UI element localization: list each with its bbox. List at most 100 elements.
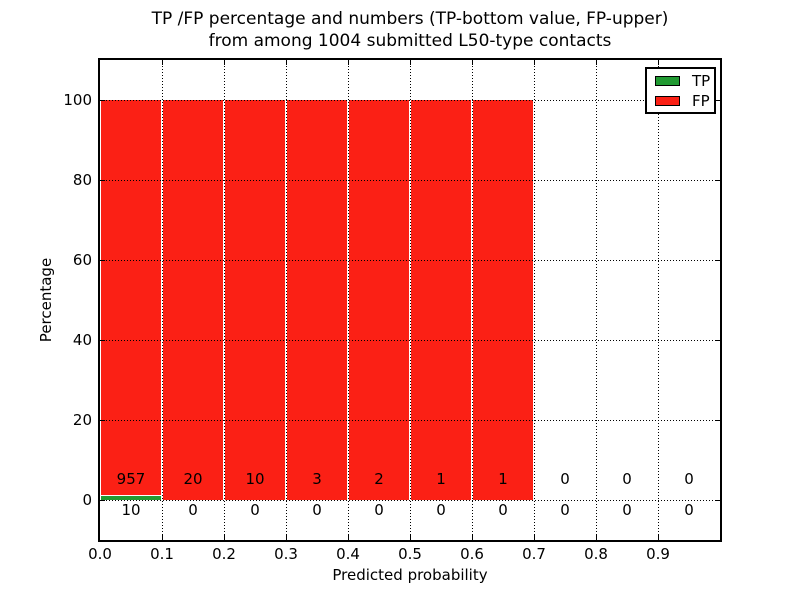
fp-count-label: 10 <box>245 470 265 488</box>
x-tick-label: 0.5 <box>398 545 422 563</box>
fp-bar-segment <box>411 100 471 500</box>
gridline-vertical <box>471 60 473 540</box>
y-tick-mark <box>100 339 105 341</box>
gridline-horizontal <box>100 339 720 341</box>
fp-legend-label: FP <box>692 92 710 110</box>
fp-count-label: 0 <box>684 470 694 488</box>
x-tick-mark <box>409 535 411 540</box>
x-tick-mark <box>347 535 349 540</box>
chart-title: TP /FP percentage and numbers (TP-bottom… <box>100 8 720 52</box>
gridline-vertical <box>595 60 597 540</box>
y-tick-mark <box>100 99 105 101</box>
x-tick-mark <box>285 535 287 540</box>
x-tick-mark <box>595 535 597 540</box>
fp-bar-segment <box>473 100 533 500</box>
x-tick-label: 0.0 <box>88 545 112 563</box>
x-tick-label: 0.3 <box>274 545 298 563</box>
tp-count-label: 0 <box>498 501 508 519</box>
fp-bar-segment <box>349 100 409 500</box>
tp-count-label: 0 <box>560 501 570 519</box>
fp-count-label: 0 <box>560 470 570 488</box>
y-tick-mark <box>100 259 105 261</box>
gridline-vertical <box>533 60 535 540</box>
x-tick-label: 0.8 <box>584 545 608 563</box>
y-tick-label: 100 <box>63 91 92 109</box>
gridline-vertical <box>161 60 163 540</box>
x-tick-label: 0.2 <box>212 545 236 563</box>
fp-count-label: 957 <box>116 470 146 488</box>
x-tick-mark <box>471 535 473 540</box>
x-tick-mark <box>223 60 225 65</box>
tp-count-label: 0 <box>436 501 446 519</box>
fp-count-label: 0 <box>622 470 632 488</box>
gridline-vertical <box>409 60 411 540</box>
x-tick-label: 0.9 <box>646 545 670 563</box>
tp-count-label: 0 <box>374 501 384 519</box>
y-tick-mark <box>715 179 720 181</box>
gridline-vertical <box>285 60 287 540</box>
y-tick-mark <box>715 419 720 421</box>
fp-bar-segment <box>163 100 223 500</box>
x-tick-label: 0.1 <box>150 545 174 563</box>
x-tick-mark <box>285 60 287 65</box>
y-tick-mark <box>100 419 105 421</box>
x-tick-mark <box>657 60 659 65</box>
y-tick-label: 60 <box>72 251 92 269</box>
y-tick-mark <box>715 499 720 501</box>
y-tick-label: 80 <box>72 171 92 189</box>
x-tick-label: 0.7 <box>522 545 546 563</box>
y-tick-label: 20 <box>72 411 92 429</box>
x-tick-mark <box>533 60 535 65</box>
fp-legend-swatch <box>655 96 680 106</box>
fp-count-label: 1 <box>498 470 508 488</box>
y-tick-label: 0 <box>82 491 92 509</box>
tp-count-label: 10 <box>121 501 141 519</box>
y-axis-label: Percentage <box>37 257 55 343</box>
tp-legend-label: TP <box>692 72 711 90</box>
fp-count-label: 20 <box>183 470 203 488</box>
gridline-vertical <box>347 60 349 540</box>
fp-count-label: 3 <box>312 470 322 488</box>
fp-count-label: 1 <box>436 470 446 488</box>
y-tick-mark <box>715 259 720 261</box>
x-tick-mark <box>471 60 473 65</box>
y-tick-mark <box>100 179 105 181</box>
tp-legend-swatch <box>655 76 680 86</box>
gridline-vertical <box>657 60 659 540</box>
tp-count-label: 0 <box>250 501 260 519</box>
gridline-horizontal <box>100 499 720 501</box>
legend-row-tp: TP <box>647 71 714 91</box>
fp-bar-segment <box>101 100 161 495</box>
fp-count-label: 2 <box>374 470 384 488</box>
gridline-vertical <box>223 60 225 540</box>
y-tick-mark <box>100 499 105 501</box>
tp-bar-segment <box>101 495 161 500</box>
chart-title-line-2: from among 1004 submitted L50-type conta… <box>208 31 612 51</box>
y-tick-mark <box>715 99 720 101</box>
x-tick-mark <box>161 60 163 65</box>
x-tick-mark <box>595 60 597 65</box>
x-tick-mark <box>409 60 411 65</box>
plot-area: 957 10 20 0 10 0 3 0 2 0 1 0 1 0 0 0 0 0 0 0 <box>98 58 722 542</box>
gridline-horizontal <box>100 259 720 261</box>
legend: TP FP <box>645 67 716 114</box>
tp-count-label: 0 <box>684 501 694 519</box>
tp-count-label: 0 <box>312 501 322 519</box>
fp-bar-segment <box>225 100 285 500</box>
y-tick-label: 40 <box>72 331 92 349</box>
gridline-horizontal <box>100 419 720 421</box>
x-tick-mark <box>347 60 349 65</box>
gridline-horizontal <box>100 179 720 181</box>
tp-count-label: 0 <box>622 501 632 519</box>
x-tick-label: 0.6 <box>460 545 484 563</box>
x-tick-label: 0.4 <box>336 545 360 563</box>
x-tick-mark <box>161 535 163 540</box>
x-tick-mark <box>223 535 225 540</box>
tp-count-label: 0 <box>188 501 198 519</box>
gridline-horizontal <box>100 99 720 101</box>
chart-title-line-1: TP /FP percentage and numbers (TP-bottom… <box>151 9 669 29</box>
plot-inner: 957 10 20 0 10 0 3 0 2 0 1 0 1 0 0 0 0 0 0 0 <box>100 60 720 540</box>
y-tick-mark <box>715 339 720 341</box>
x-axis-label: Predicted probability <box>332 566 488 584</box>
